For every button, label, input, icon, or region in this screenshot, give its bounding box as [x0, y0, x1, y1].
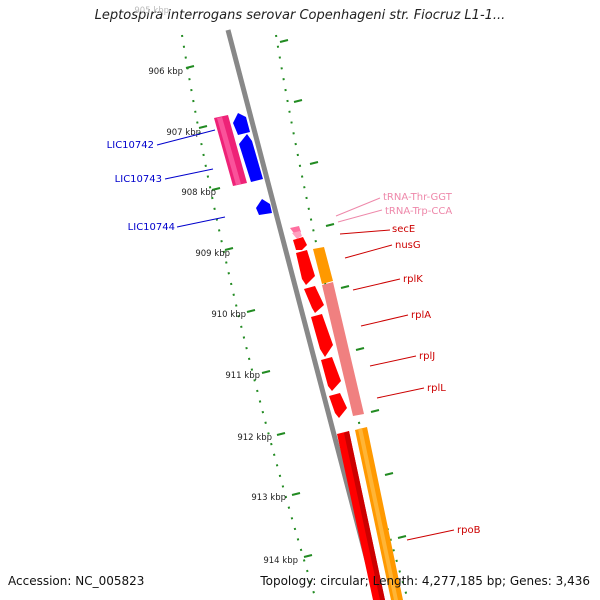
accession-value: NC_005823 [75, 574, 145, 588]
topology-label: Topology: [260, 574, 317, 588]
gene-arrow-LIC10743[interactable] [239, 134, 263, 182]
gene-label-secE[interactable]: secE [392, 224, 415, 235]
genes-label: Genes: [509, 574, 552, 588]
gene-label-LIC10744[interactable]: LIC10744 [128, 222, 175, 233]
gene-label-LIC10742[interactable]: LIC10742 [107, 140, 154, 151]
gene-label-nusG[interactable]: nusG [395, 240, 421, 251]
accession-info: Accession: NC_005823 [8, 574, 144, 588]
ruler-label: 911 kbp [225, 371, 260, 381]
gene-label-tRNA-Thr-GGT[interactable]: tRNA-Thr-GGT [383, 192, 453, 203]
gene-arrow-rplL[interactable] [329, 393, 347, 418]
ruler-label: 907 kbp [166, 128, 201, 138]
ruler-label: 910 kbp [211, 310, 246, 320]
length-value: 4,277,185 bp [421, 574, 502, 588]
map-title: Leptospira interrogans serovar Copenhage… [94, 8, 506, 23]
gene-label-LIC10743[interactable]: LIC10743 [115, 174, 162, 185]
trna-arrow-2[interactable] [292, 231, 302, 239]
gene-arrow-LIC10744[interactable] [256, 199, 272, 215]
cog-bar-rpoB-highlight [358, 428, 398, 600]
ruler-tick-marks [185, 39, 407, 558]
cog-bar-reverse-highlight [217, 117, 241, 185]
gene-arrow-nusG[interactable] [296, 250, 315, 285]
cog-bar-ribosomal[interactable] [322, 282, 364, 416]
reverse-strand-features [214, 113, 272, 215]
gene-label-rplA[interactable]: rplA [411, 310, 431, 321]
gene-label-tRNA-Trp-CCA[interactable]: tRNA-Trp-CCA [385, 206, 452, 217]
gene-arrow-rplA[interactable] [311, 314, 333, 357]
ruler-label: 906 kbp [148, 67, 183, 77]
gene-label-rpoB[interactable]: rpoB [457, 525, 481, 536]
genes-value: 3,436 [555, 574, 590, 588]
gene-label-rplK[interactable]: rplK [403, 274, 423, 285]
gene-arrow-secE[interactable] [293, 237, 307, 250]
forward-strand-features [290, 226, 403, 600]
ruler-label: 909 kbp [195, 249, 230, 259]
label-leader-lines [156, 129, 455, 541]
ruler-labels: 905 kbp 906 kbp 907 kbp 908 kbp 909 kbp … [134, 6, 298, 566]
ruler-group [181, 34, 409, 600]
gene-arrow-rplK[interactable] [304, 286, 324, 313]
gene-bar-rpoB-shade [344, 431, 385, 600]
ruler-label: 908 kbp [181, 188, 216, 198]
ruler-label: 912 kbp [237, 433, 272, 443]
gene-arrow-LIC10742[interactable] [233, 113, 250, 135]
gene-label-rplL[interactable]: rplL [427, 383, 446, 394]
accession-label: Accession: [8, 574, 72, 588]
genome-stats: Topology: circular; Length: 4,277,185 bp… [260, 574, 590, 588]
topology-value: circular [320, 574, 365, 588]
gene-labels: LIC10742 LIC10743 LIC10744 tRNA-Thr-GGT … [107, 140, 481, 536]
outer-ruler-dotted-track [275, 34, 409, 600]
gene-label-rplJ[interactable]: rplJ [419, 351, 435, 362]
ruler-label: 905 kbp [134, 6, 169, 16]
length-label: Length: [372, 574, 419, 588]
gene-arrow-rplJ[interactable] [321, 357, 341, 391]
ruler-label: 914 kbp [263, 556, 298, 566]
ruler-label: 913 kbp [251, 493, 286, 503]
cog-bar-nusG[interactable] [313, 247, 333, 284]
